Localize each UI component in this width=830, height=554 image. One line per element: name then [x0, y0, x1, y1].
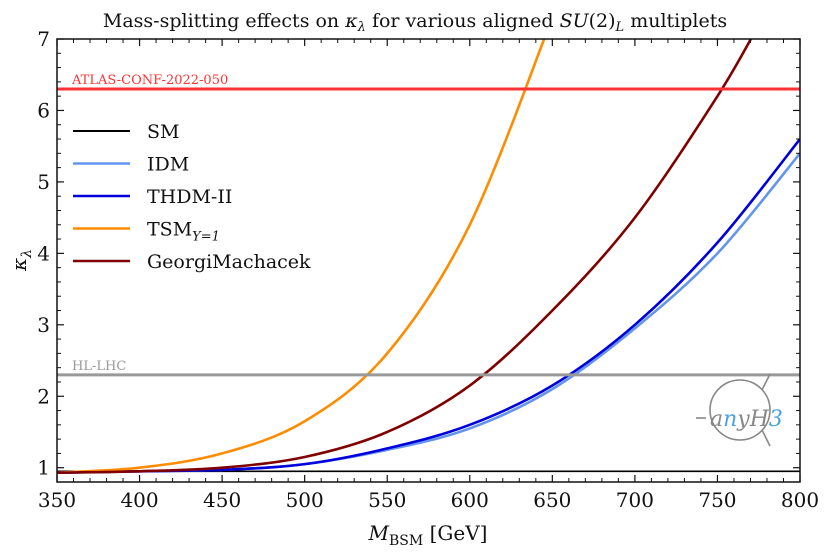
legend-label: SM — [147, 121, 179, 143]
x-tick-label: 700 — [616, 488, 654, 512]
x-tick-label: 550 — [368, 488, 406, 512]
legend-label: THDM-II — [147, 186, 232, 208]
y-axis-title: κλ — [7, 249, 35, 272]
x-tick-label: 600 — [451, 488, 489, 512]
x-tick-label: 750 — [698, 488, 736, 512]
y-tick-label: 2 — [37, 384, 50, 408]
logo-leg-bottom — [761, 429, 771, 447]
series-line-tsm-y-1- — [57, 39, 546, 475]
logo-text: anyH3 — [710, 407, 783, 432]
legend-label: GeorgiMachacek — [147, 251, 311, 273]
y-tick-label: 1 — [37, 456, 50, 480]
anyh3-logo: anyH3 — [696, 373, 783, 447]
hlines-layer — [57, 87, 800, 377]
x-tick-label: 650 — [533, 488, 571, 512]
y-tick-label: 4 — [37, 241, 50, 265]
logo-circle — [709, 379, 771, 441]
lines-layer — [57, 39, 800, 475]
legend: SM IDM THDM-II TSMY=1 GeorgiMachacek — [73, 121, 311, 273]
y-tick-label: 6 — [37, 98, 50, 122]
hline-label-atlas-conf-2022-050: ATLAS-CONF-2022-050 — [71, 73, 228, 88]
legend-label: TSMY=1 — [147, 219, 220, 245]
hline-label-hl-lhc: HL-LHC — [72, 359, 126, 374]
plot-frame — [56, 38, 801, 483]
x-tick-label: 400 — [120, 488, 158, 512]
x-axis-title: MBSM [GeV] — [368, 521, 488, 549]
x-tick-label: 450 — [203, 488, 241, 512]
y-tick-label: 5 — [37, 170, 50, 194]
logo-leg-top — [761, 373, 771, 391]
chart-title: Mass-splitting effects on κλ for various… — [103, 10, 727, 35]
ticks-layer: 350 400 450 500 550 600 650 700 750 800 1 2 3 4 5 6 7 — [37, 27, 819, 512]
x-tick-label: 350 — [38, 488, 76, 512]
y-tick-label: 7 — [37, 27, 50, 51]
y-tick-label: 3 — [37, 313, 50, 337]
x-tick-label: 500 — [286, 488, 324, 512]
legend-label: IDM — [147, 154, 189, 176]
x-tick-label: 800 — [781, 488, 819, 512]
series-line-georgimachacek — [57, 39, 753, 475]
